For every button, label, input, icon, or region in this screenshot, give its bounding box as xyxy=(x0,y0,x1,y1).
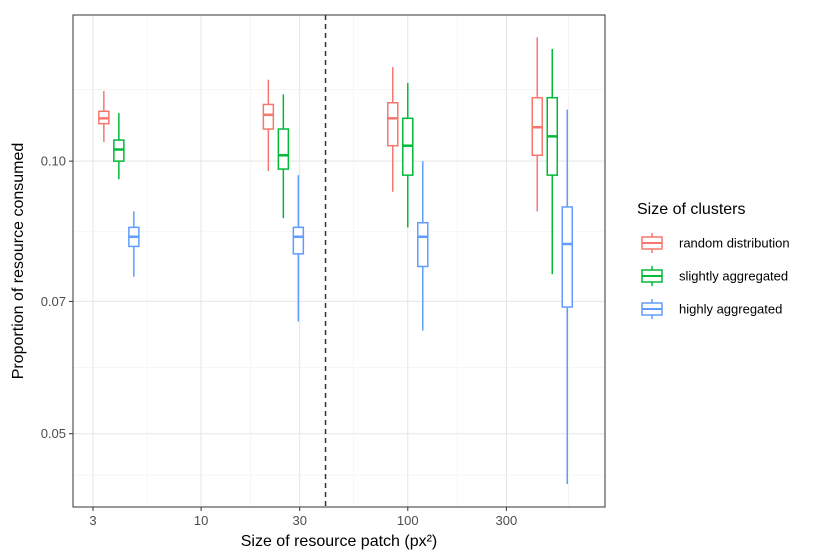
legend-label: highly aggregated xyxy=(679,302,782,317)
box-iqr xyxy=(561,206,573,308)
legend: Size of clusters random distribution slig… xyxy=(637,201,790,319)
plot-border xyxy=(72,14,606,508)
boxes-layer xyxy=(98,37,573,484)
box-slightly-aggregated xyxy=(546,48,558,275)
x-tick-label: 3 xyxy=(89,513,96,528)
y-tick-label: 0.05 xyxy=(41,426,66,441)
legend-label: slightly aggregated xyxy=(679,269,788,284)
box-slightly-aggregated xyxy=(277,94,290,219)
x-axis-title: Size of resource patch (px²) xyxy=(241,533,438,550)
box-random-distribution xyxy=(98,91,110,142)
y-axis-ticks: 0.05 0.07 0.10 xyxy=(41,154,73,441)
box-slightly-aggregated xyxy=(402,82,414,228)
legend-title: Size of clusters xyxy=(637,201,745,218)
y-axis-title: Proportion of resource consumed xyxy=(10,143,27,380)
x-tick-label: 300 xyxy=(496,513,518,528)
box-highly-aggregated xyxy=(128,211,140,277)
box-slightly-aggregated xyxy=(113,113,125,180)
box-highly-aggregated xyxy=(417,161,429,331)
plot-panel xyxy=(73,15,605,507)
y-tick-label: 0.10 xyxy=(41,154,66,169)
box-iqr xyxy=(417,221,429,268)
x-tick-label: 100 xyxy=(397,513,419,528)
legend-label: random distribution xyxy=(679,236,790,251)
box-highly-aggregated xyxy=(561,109,573,484)
major-gridlines xyxy=(73,15,605,507)
box-random-distribution xyxy=(387,67,399,192)
box-iqr xyxy=(387,102,399,147)
y-tick-label: 0.07 xyxy=(41,294,66,309)
box-random-distribution xyxy=(262,79,275,172)
x-axis-ticks: 3 10 30 100 300 xyxy=(89,507,517,528)
box-highly-aggregated xyxy=(292,175,305,322)
x-tick-label: 30 xyxy=(292,513,306,528)
x-tick-label: 10 xyxy=(194,513,208,528)
box-iqr xyxy=(262,103,275,130)
box-iqr xyxy=(292,226,305,255)
box-random-distribution xyxy=(531,37,543,212)
box-iqr xyxy=(277,128,290,170)
